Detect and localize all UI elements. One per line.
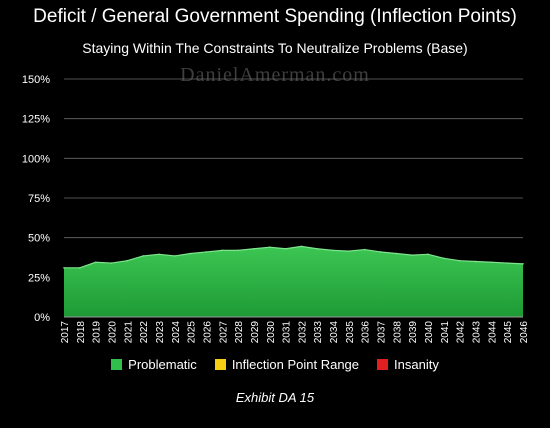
x-tick-label: 2039 <box>408 321 419 344</box>
chart-title: Deficit / General Government Spending (I… <box>33 6 517 27</box>
x-tick-label: 2031 <box>282 321 293 344</box>
x-tick-label: 2042 <box>456 321 467 344</box>
x-tick-label: 2032 <box>297 321 308 344</box>
x-tick-label: 2028 <box>234 321 245 344</box>
data-point <box>79 267 81 269</box>
y-tick-label: 25% <box>28 272 50 284</box>
data-point <box>522 263 524 265</box>
data-point <box>363 248 366 251</box>
data-point <box>316 247 319 250</box>
x-tick-label: 2046 <box>519 321 530 344</box>
legend-swatch-green <box>111 359 123 370</box>
x-tick-label: 2024 <box>171 321 182 344</box>
chart-subtitle: Staying Within The Constraints To Neutra… <box>82 40 468 56</box>
x-tick-label: 2035 <box>345 321 356 344</box>
x-tick-label: 2027 <box>218 321 229 344</box>
data-point <box>427 253 429 256</box>
legend: Problematic Inflection Point Range Insan… <box>0 357 550 372</box>
data-point <box>63 267 65 269</box>
x-tick-label: 2018 <box>76 321 87 344</box>
y-tick-label: 75% <box>28 193 50 205</box>
data-point <box>348 250 350 252</box>
x-tick-label: 2033 <box>313 321 324 344</box>
data-point <box>474 260 477 263</box>
data-point <box>142 255 144 257</box>
y-tick-label: 0% <box>34 312 50 324</box>
watermark: DanielAmerman.com <box>180 64 370 86</box>
data-point <box>379 251 382 253</box>
x-tick-label: 2040 <box>424 321 435 344</box>
legend-label: Inflection Point Range <box>231 357 360 372</box>
data-point <box>506 262 508 264</box>
x-tick-label: 2045 <box>503 321 514 344</box>
x-tick-label: 2025 <box>187 321 198 344</box>
data-point <box>268 246 271 248</box>
legend-item-inflection: Inflection Point Range <box>214 357 360 372</box>
data-point <box>221 249 224 252</box>
series-line-problematic <box>64 245 524 269</box>
x-tick-label: 2030 <box>266 321 277 344</box>
x-tick-label: 2037 <box>377 321 388 344</box>
x-tick-label: 2022 <box>139 321 150 344</box>
x-tick-label: 2036 <box>361 321 372 344</box>
x-tick-label: 2029 <box>250 321 261 344</box>
legend-swatch-yellow <box>214 359 226 370</box>
y-tick-label: 150% <box>22 74 50 86</box>
x-tick-label: 2019 <box>92 321 103 344</box>
data-point <box>173 255 176 257</box>
data-point <box>189 252 192 255</box>
data-point <box>458 259 461 262</box>
series-area-problematic <box>64 246 523 317</box>
x-tick-label: 2038 <box>392 321 403 344</box>
data-point <box>395 252 398 255</box>
exhibit-caption: Exhibit DA 15 <box>235 390 315 405</box>
legend-label: Insanity <box>394 357 439 372</box>
legend-item-insanity: Insanity <box>377 357 439 372</box>
x-tick-label: 2044 <box>487 321 498 344</box>
legend-swatch-red <box>377 359 389 370</box>
legend-item-problematic: Problematic <box>111 357 197 372</box>
x-tick-label: 2020 <box>107 321 118 344</box>
data-point <box>300 245 303 248</box>
data-point <box>126 259 129 262</box>
y-tick-label: 125% <box>22 114 50 126</box>
data-point <box>490 261 493 264</box>
y-tick-label: 50% <box>28 233 50 245</box>
data-point <box>443 257 445 260</box>
x-tick-label: 2041 <box>440 321 451 344</box>
data-point <box>94 261 97 264</box>
data-point <box>332 249 334 252</box>
x-tick-label: 2021 <box>123 321 134 344</box>
data-point <box>205 251 208 253</box>
y-tick-label: 100% <box>22 153 50 165</box>
x-tick-label: 2026 <box>202 321 213 344</box>
x-tick-label: 2043 <box>472 321 483 344</box>
x-tick-label: 2017 <box>60 321 71 344</box>
x-tick-label: 2023 <box>155 321 166 344</box>
legend-label: Problematic <box>128 357 197 372</box>
data-point <box>158 253 160 256</box>
data-point <box>253 247 255 250</box>
data-point <box>237 249 239 252</box>
data-point <box>284 247 287 250</box>
data-point <box>411 254 414 256</box>
x-tick-label: 2034 <box>329 321 340 344</box>
data-point <box>110 262 113 264</box>
